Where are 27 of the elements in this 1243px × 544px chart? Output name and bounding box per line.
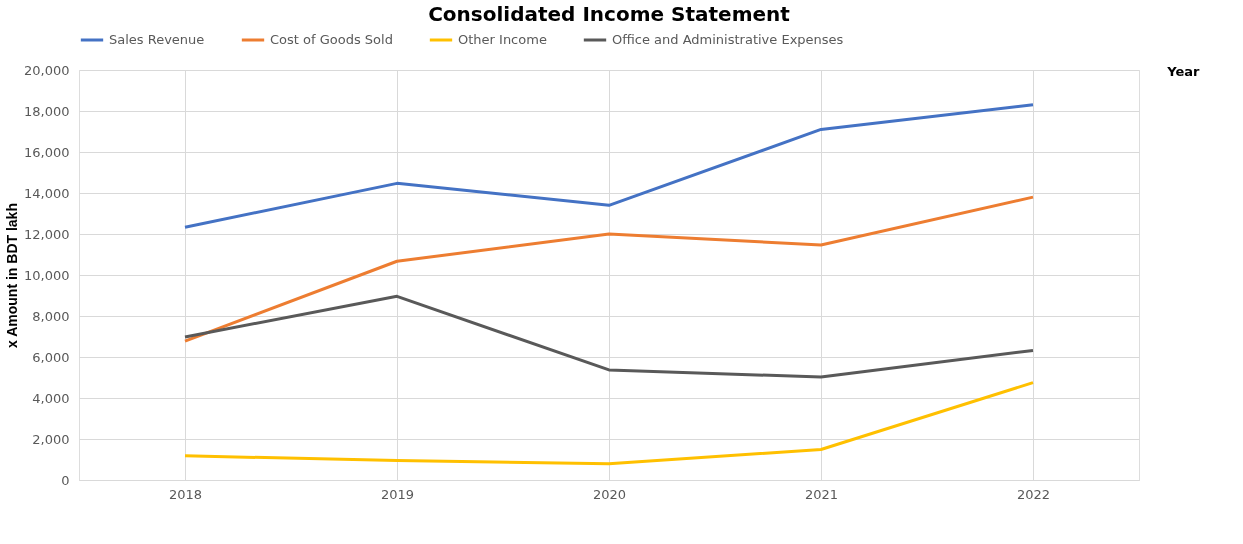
y-axis-title: x Amount in BDT lakh xyxy=(4,203,21,348)
x-axis-title: Year xyxy=(1166,63,1201,79)
x-tick-label: 2020 xyxy=(592,486,627,502)
y-tick-label: 12,000 xyxy=(24,226,70,242)
y-tick-label: 4,000 xyxy=(32,390,70,406)
legend-label: Cost of Goods Sold xyxy=(270,32,393,47)
legend-label: Sales Revenue xyxy=(109,32,205,47)
y-tick-label: 8,000 xyxy=(32,308,70,324)
line-series xyxy=(183,195,1035,343)
y-tick-label: 16,000 xyxy=(24,144,70,160)
x-tick-label: 2022 xyxy=(1016,486,1051,502)
legend-label: Other Income xyxy=(458,32,547,47)
y-tick-label: 2,000 xyxy=(32,431,70,447)
x-tick-label: 2021 xyxy=(804,486,839,502)
x-tick-label: 2019 xyxy=(380,486,415,502)
y-tick-label: 10,000 xyxy=(24,267,70,283)
line-series xyxy=(183,294,1035,379)
y-tick-label: 18,000 xyxy=(24,103,70,119)
y-tick-label: 6,000 xyxy=(32,349,70,365)
y-tick-label: 20,000 xyxy=(24,62,70,78)
x-tick-label: 2018 xyxy=(168,486,203,502)
legend-label: Office and Administrative Expenses xyxy=(612,32,844,47)
y-tick-label: 14,000 xyxy=(24,185,70,201)
y-tick-label: 0 xyxy=(61,472,70,488)
line-series xyxy=(183,381,1035,466)
line-series xyxy=(183,103,1035,229)
chart-title: Consolidated Income Statement xyxy=(428,2,791,26)
